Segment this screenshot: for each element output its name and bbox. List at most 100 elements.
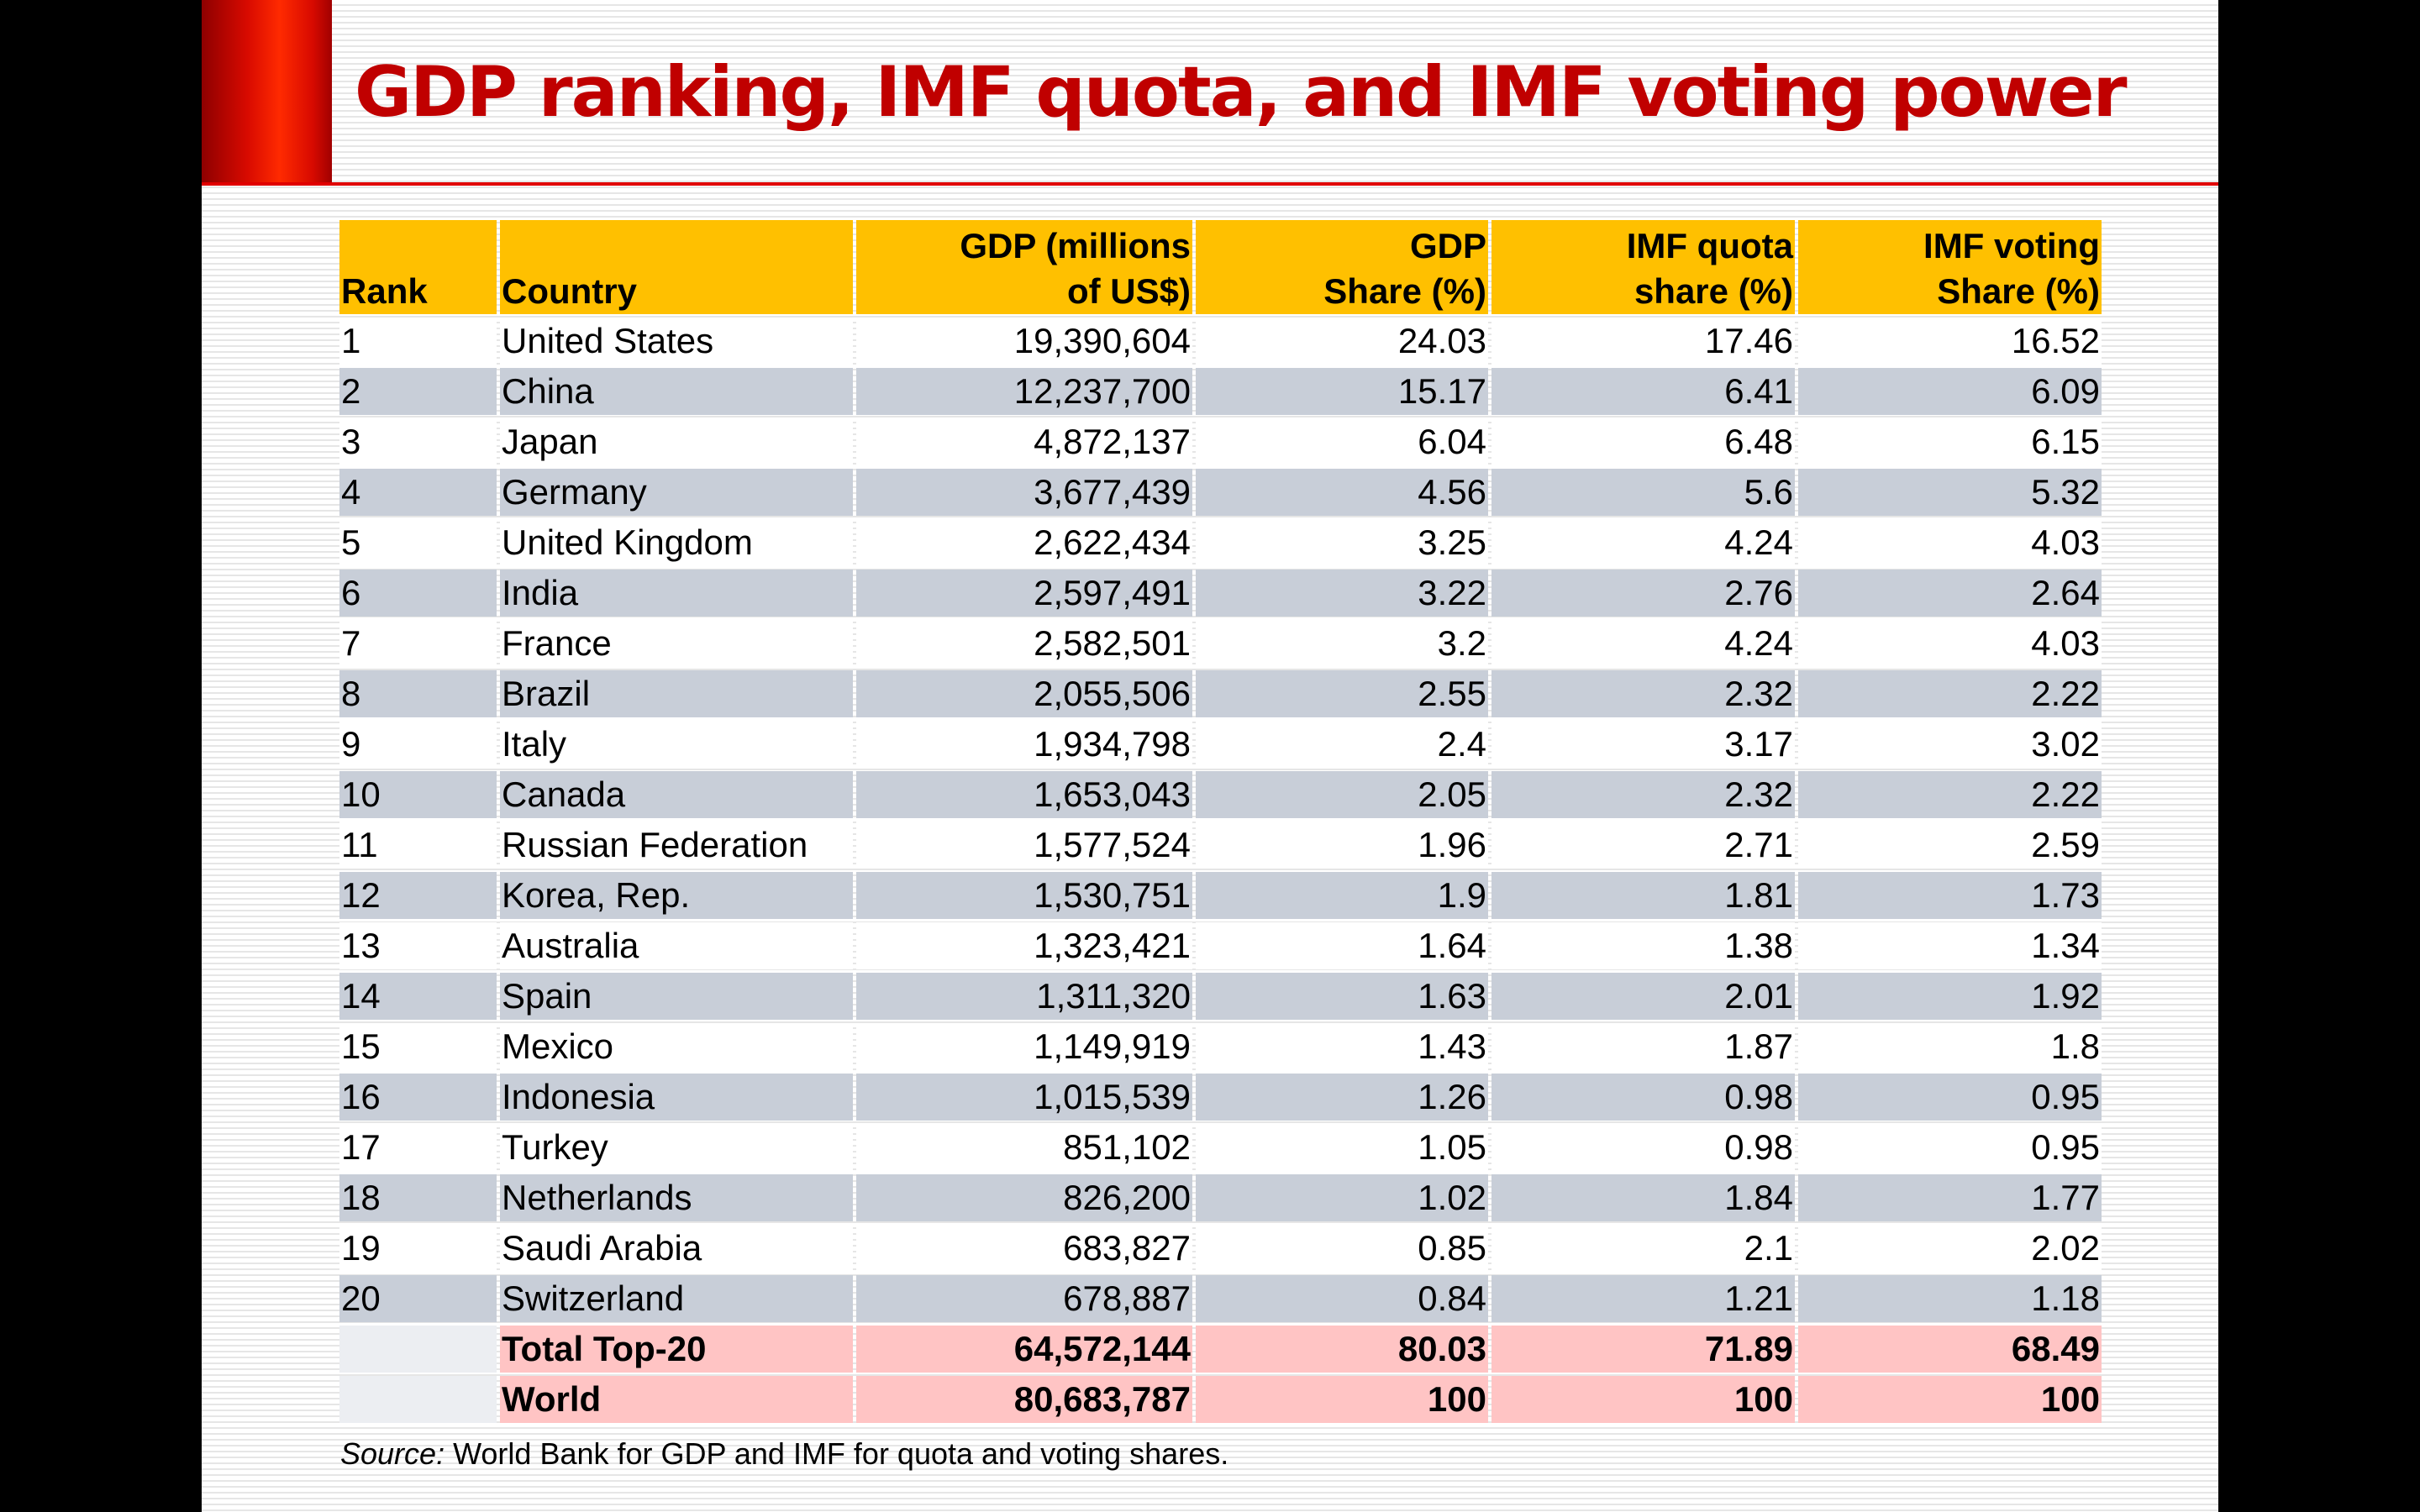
gdp-share-cell: 0.84 [1196, 1275, 1488, 1322]
gdp-cell: 683,827 [856, 1225, 1192, 1272]
imf-quota-cell: 0.98 [1491, 1124, 1795, 1171]
gdp-cell: 1,577,524 [856, 822, 1192, 869]
gdp-share-cell: 3.22 [1196, 570, 1488, 617]
rank-cell: 13 [339, 922, 497, 969]
gdp-share-cell: 1.26 [1196, 1074, 1488, 1121]
slide: GDP ranking, IMF quota, and IMF voting p… [202, 0, 2218, 1512]
imf-quota-cell: 4.24 [1491, 519, 1795, 566]
table-body: 1 United States 19,390,604 24.03 17.46 16.52 2… [339, 318, 2102, 1423]
table-row: 17 Turkey 851,102 1.05 0.98 0.95 [339, 1124, 2102, 1171]
imf-quota-cell: 1.81 [1491, 872, 1795, 919]
imf-voting-cell: 68.49 [1798, 1326, 2102, 1373]
rank-cell: 5 [339, 519, 497, 566]
gdp-cell: 12,237,700 [856, 368, 1192, 415]
imf-quota-cell: 1.38 [1491, 922, 1795, 969]
table-row: 19 Saudi Arabia 683,827 0.85 2.1 2.02 [339, 1225, 2102, 1272]
gdp-cell: 2,622,434 [856, 519, 1192, 566]
title-divider [202, 182, 2218, 186]
rank-cell: 8 [339, 670, 497, 717]
table-row: 9 Italy 1,934,798 2.4 3.17 3.02 [339, 721, 2102, 768]
country-cell: United Kingdom [500, 519, 853, 566]
gdp-cell: 1,323,421 [856, 922, 1192, 969]
country-cell: France [500, 620, 853, 667]
imf-voting-cell: 2.22 [1798, 670, 2102, 717]
country-cell: Indonesia [500, 1074, 853, 1121]
table-row: 13 Australia 1,323,421 1.64 1.38 1.34 [339, 922, 2102, 969]
rank-cell: 19 [339, 1225, 497, 1272]
gdp-share-cell: 2.05 [1196, 771, 1488, 818]
gdp-share-cell: 1.9 [1196, 872, 1488, 919]
country-cell: Netherlands [500, 1174, 853, 1221]
header-imf-quota-share: IMF quota share (%) [1491, 220, 1795, 314]
imf-quota-cell: 71.89 [1491, 1326, 1795, 1373]
gdp-cell: 64,572,144 [856, 1326, 1192, 1373]
gdp-cell: 1,149,919 [856, 1023, 1192, 1070]
rank-cell: 16 [339, 1074, 497, 1121]
imf-quota-cell: 0.98 [1491, 1074, 1795, 1121]
country-cell: United States [500, 318, 853, 365]
imf-voting-cell: 16.52 [1798, 318, 2102, 365]
gdp-share-cell: 1.05 [1196, 1124, 1488, 1171]
country-cell: Germany [500, 469, 853, 516]
imf-voting-cell: 6.15 [1798, 418, 2102, 465]
imf-quota-cell: 4.24 [1491, 620, 1795, 667]
imf-quota-cell: 2.01 [1491, 973, 1795, 1020]
rank-cell: 10 [339, 771, 497, 818]
title-accent-bar [202, 0, 332, 184]
gdp-share-cell: 1.02 [1196, 1174, 1488, 1221]
table-row: 4 Germany 3,677,439 4.56 5.6 5.32 [339, 469, 2102, 516]
gdp-share-cell: 1.43 [1196, 1023, 1488, 1070]
source-text: World Bank for GDP and IMF for quota and… [445, 1436, 1229, 1471]
table-row: 15 Mexico 1,149,919 1.43 1.87 1.8 [339, 1023, 2102, 1070]
imf-voting-cell: 1.8 [1798, 1023, 2102, 1070]
rank-cell [339, 1376, 497, 1423]
gdp-cell: 1,934,798 [856, 721, 1192, 768]
imf-quota-cell: 2.76 [1491, 570, 1795, 617]
table-row: 8 Brazil 2,055,506 2.55 2.32 2.22 [339, 670, 2102, 717]
imf-voting-cell: 1.73 [1798, 872, 2102, 919]
imf-voting-cell: 0.95 [1798, 1074, 2102, 1121]
imf-quota-cell: 6.41 [1491, 368, 1795, 415]
imf-voting-cell: 2.02 [1798, 1225, 2102, 1272]
table-row: 14 Spain 1,311,320 1.63 2.01 1.92 [339, 973, 2102, 1020]
gdp-cell: 1,015,539 [856, 1074, 1192, 1121]
country-cell: Russian Federation [500, 822, 853, 869]
country-cell: Australia [500, 922, 853, 969]
imf-quota-cell: 1.84 [1491, 1174, 1795, 1221]
country-cell: Japan [500, 418, 853, 465]
source-label: Source: [340, 1436, 445, 1471]
imf-voting-cell: 2.59 [1798, 822, 2102, 869]
imf-quota-cell: 2.32 [1491, 670, 1795, 717]
gdp-cell: 19,390,604 [856, 318, 1192, 365]
imf-quota-cell: 1.21 [1491, 1275, 1795, 1322]
imf-voting-cell: 0.95 [1798, 1124, 2102, 1171]
country-cell: Italy [500, 721, 853, 768]
rank-cell [339, 1326, 497, 1373]
header-gdp: GDP (millions of US$) [856, 220, 1192, 314]
rank-cell: 15 [339, 1023, 497, 1070]
imf-voting-cell: 1.34 [1798, 922, 2102, 969]
gdp-share-cell: 24.03 [1196, 318, 1488, 365]
imf-quota-cell: 3.17 [1491, 721, 1795, 768]
country-cell: Spain [500, 973, 853, 1020]
gdp-cell: 851,102 [856, 1124, 1192, 1171]
imf-voting-cell: 4.03 [1798, 519, 2102, 566]
country-cell: Saudi Arabia [500, 1225, 853, 1272]
gdp-share-cell: 1.63 [1196, 973, 1488, 1020]
gdp-cell: 4,872,137 [856, 418, 1192, 465]
table-row: 7 France 2,582,501 3.2 4.24 4.03 [339, 620, 2102, 667]
country-cell: Korea, Rep. [500, 872, 853, 919]
country-cell: World [500, 1376, 853, 1423]
table-row: 18 Netherlands 826,200 1.02 1.84 1.77 [339, 1174, 2102, 1221]
total-row-top20: Total Top-20 64,572,144 80.03 71.89 68.49 [339, 1326, 2102, 1373]
gdp-imf-table: Rank Country GDP (millions of US$) GDP Sha… [336, 217, 2105, 1426]
gdp-share-cell: 1.64 [1196, 922, 1488, 969]
imf-quota-cell: 5.6 [1491, 469, 1795, 516]
rank-cell: 11 [339, 822, 497, 869]
gdp-share-cell: 2.4 [1196, 721, 1488, 768]
total-row-world: World 80,683,787 100 100 100 [339, 1376, 2102, 1423]
gdp-share-cell: 15.17 [1196, 368, 1488, 415]
rank-cell: 9 [339, 721, 497, 768]
imf-voting-cell: 3.02 [1798, 721, 2102, 768]
gdp-share-cell: 80.03 [1196, 1326, 1488, 1373]
